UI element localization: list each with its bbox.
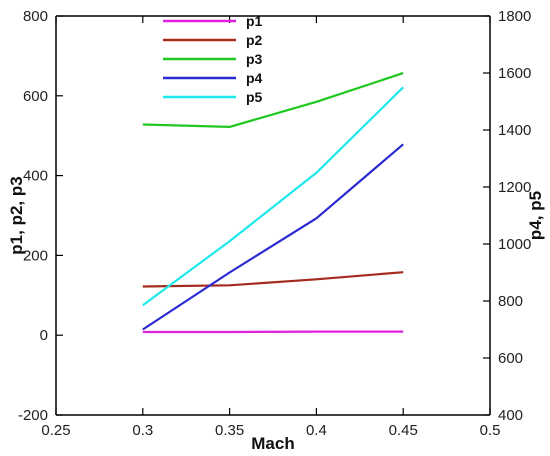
x-tick-label: 0.25 (41, 422, 70, 439)
x-tick-label: 0.5 (480, 422, 501, 439)
legend-label-p2: p2 (246, 32, 263, 48)
x-tick-label: 0.35 (215, 422, 244, 439)
ticks-group: 0.25 0.3 0.35 0.4 0.45 0.5 -200 0 200 400 600 800 40… (18, 8, 531, 439)
legend-label-p1: p1 (246, 13, 263, 29)
x-tick-label: 0.3 (132, 422, 153, 439)
x-tick-label: 0.4 (306, 422, 327, 439)
right-y-tick-label: 400 (498, 407, 523, 424)
series-group (142, 72, 404, 334)
left-y-tick-label: 400 (23, 168, 48, 185)
left-y-axis-title: p1, p2, p3 (7, 176, 26, 254)
left-y-tick-label: 800 (23, 8, 48, 25)
right-y-tick-label: 600 (498, 350, 523, 367)
right-y-axis-title: p4, p5 (526, 191, 545, 240)
right-y-tick-label: 1200 (498, 179, 531, 196)
legend: p1 p2 p3 p4 p5 (163, 13, 263, 105)
legend-label-p3: p3 (246, 51, 263, 67)
series-line-p3 (142, 72, 404, 129)
series-line-p5 (142, 86, 404, 307)
right-y-tick-label: 1000 (498, 236, 531, 253)
series-line-p4 (142, 143, 404, 331)
right-y-tick-label: 800 (498, 293, 523, 310)
x-tick-label: 0.45 (389, 422, 418, 439)
left-y-tick-label: 600 (23, 88, 48, 105)
right-y-tick-label: 1600 (498, 65, 531, 82)
plot-frame (55, 15, 491, 416)
legend-label-p4: p4 (246, 70, 263, 86)
right-y-tick-label: 1400 (498, 122, 531, 139)
left-y-tick-label: 0 (40, 327, 48, 344)
right-y-tick-label: 1800 (498, 8, 531, 25)
series-line-p2 (142, 271, 404, 288)
left-y-tick-label: 200 (23, 247, 48, 264)
x-axis-title: Mach (251, 434, 294, 453)
left-y-tick-label: -200 (18, 407, 48, 424)
legend-label-p5: p5 (246, 89, 263, 105)
